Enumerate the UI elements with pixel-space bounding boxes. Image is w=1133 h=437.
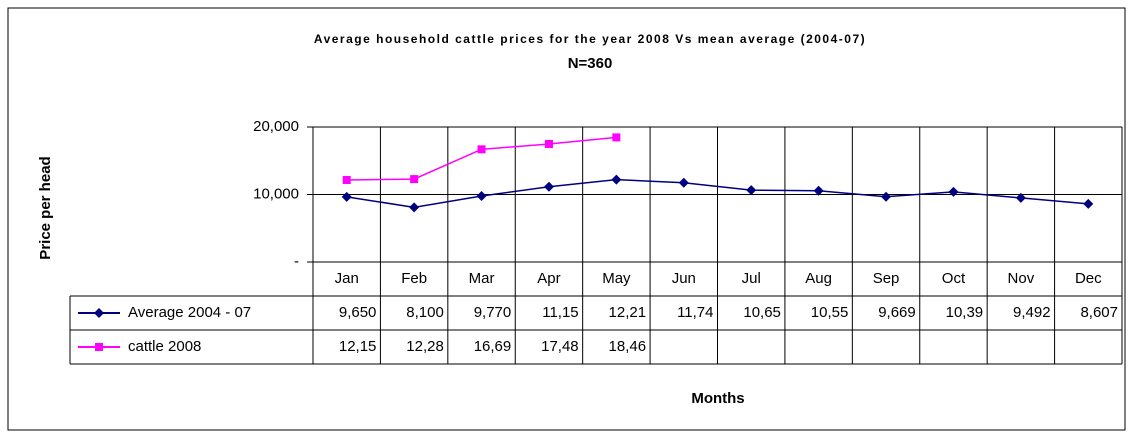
table-value: 16,69 [474,338,512,355]
marker [678,177,689,188]
marker [476,191,487,202]
marker [410,175,419,184]
marker [746,185,757,196]
y-tick-label: 10,000 [253,185,299,202]
x-tick-label: Jun [672,270,696,287]
x-tick-label: Dec [1075,270,1102,287]
x-tick-label: Mar [469,270,495,287]
x-tick-label: May [602,270,631,287]
marker [544,140,553,149]
marker [948,186,959,197]
legend-label: cattle 2008 [128,338,201,355]
table-value: 11,15 [542,304,578,321]
table-value: 10,55 [811,304,849,321]
x-tick-label: Jul [742,270,761,287]
table-value: 12,21 [609,304,647,321]
table-value: 9,770 [474,304,512,321]
table-value: 11,74 [677,304,713,321]
table-value: 12,28 [406,338,444,355]
legend-marker [95,343,103,351]
marker [1083,198,1094,209]
marker [477,145,486,154]
x-tick-label: Oct [942,270,966,287]
table-value: 18,46 [609,338,647,355]
table-value: 9,650 [339,304,377,321]
table-value: 9,669 [878,304,916,321]
series-line [346,178,1089,209]
x-axis-label: Months [691,390,744,407]
legend-marker [94,308,104,318]
chart-title: Average household cattle prices for the … [314,32,866,46]
x-tick-label: Apr [537,270,560,287]
y-axis-label: Price per head [37,156,54,259]
y-tick-label: - [294,253,299,270]
chart-border [7,7,1126,431]
marker [543,181,554,192]
y-tick-label: 20,000 [253,118,299,135]
table-value: 10,65 [743,304,781,321]
x-tick-label: Aug [805,270,832,287]
x-tick-label: Sep [873,270,900,287]
x-tick-label: Feb [401,270,427,287]
x-tick-label: Nov [1008,270,1035,287]
table-value: 17,48 [541,338,579,355]
table-value: 9,492 [1013,304,1051,321]
marker [813,185,824,196]
x-tick-label: Jan [335,270,359,287]
legend-label: Average 2004 - 07 [128,304,251,321]
marker [611,174,622,185]
marker [342,175,351,184]
table-value: 8,100 [406,304,444,321]
table-value: 12,15 [339,338,377,355]
table-value: 10,39 [946,304,984,321]
marker [1015,192,1026,203]
marker [341,191,352,202]
table-value: 8,607 [1080,304,1118,321]
marker [881,191,892,202]
marker [409,202,420,213]
marker [612,133,621,142]
chart-subtitle: N=360 [568,55,613,72]
